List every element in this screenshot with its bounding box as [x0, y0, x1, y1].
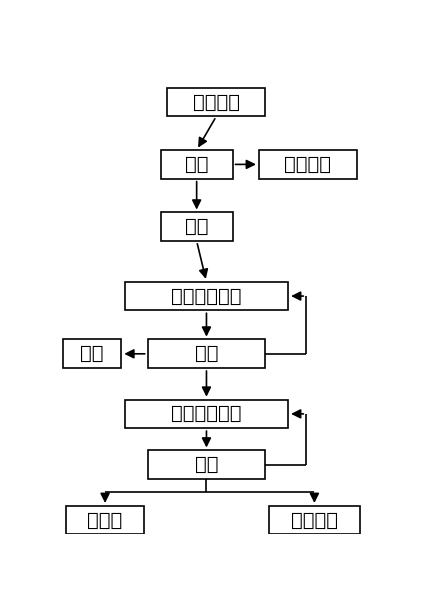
Bar — [125, 282, 288, 310]
Text: 筛分: 筛分 — [195, 344, 218, 364]
Bar — [125, 400, 288, 428]
Text: 电子元件: 电子元件 — [284, 155, 331, 174]
Text: 筛分: 筛分 — [195, 455, 218, 474]
Bar — [161, 150, 233, 179]
Text: 二级光辊碾压: 二级光辊碾压 — [171, 404, 242, 424]
Bar — [259, 150, 357, 179]
Text: 热解: 热解 — [185, 217, 208, 236]
Text: 废电路板: 废电路板 — [193, 92, 240, 112]
Bar — [66, 506, 144, 535]
Text: 一级光辊碾压: 一级光辊碾压 — [171, 287, 242, 305]
Text: 玻璃纤维: 玻璃纤维 — [291, 511, 338, 530]
Bar — [167, 88, 265, 116]
Text: 碳粉: 碳粉 — [80, 344, 104, 364]
Bar — [269, 506, 360, 535]
Bar — [148, 451, 265, 479]
Text: 金属铜: 金属铜 — [87, 511, 123, 530]
Text: 拆解: 拆解 — [185, 155, 208, 174]
Bar — [62, 340, 122, 368]
Bar — [161, 212, 233, 241]
Bar — [148, 340, 265, 368]
